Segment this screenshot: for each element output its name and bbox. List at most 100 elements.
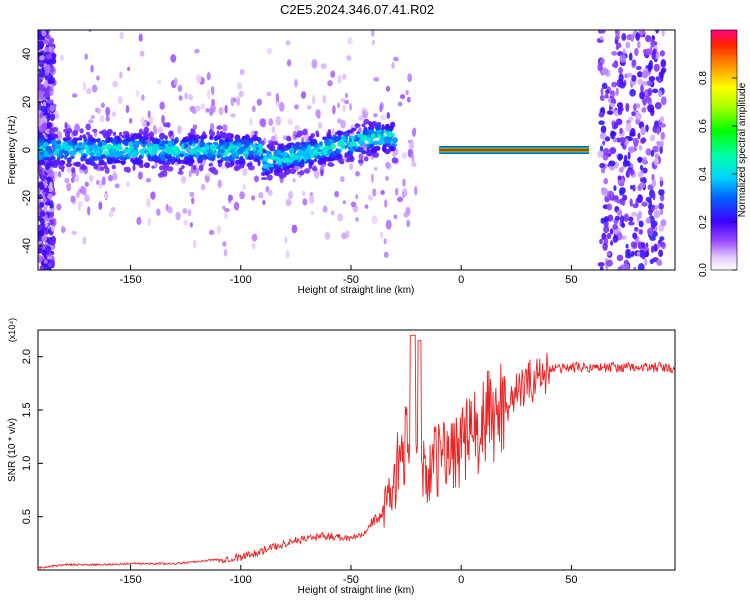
heatmap-cell xyxy=(38,215,43,222)
heatmap-cell xyxy=(158,132,166,140)
heatmap-cell xyxy=(385,175,390,182)
heatmap-cell xyxy=(330,70,336,78)
heatmap-cell xyxy=(151,146,158,154)
heatmap-cell xyxy=(639,177,645,183)
heatmap-cell xyxy=(251,233,258,242)
heatmap-cell xyxy=(144,126,149,132)
heatmap-cell xyxy=(49,202,54,209)
heatmap-cell xyxy=(645,148,652,156)
heatmap-cell xyxy=(363,118,370,125)
heatmap-cell xyxy=(632,203,639,209)
colorbar-label: Normalized spectral amplitude xyxy=(737,82,748,217)
heatmap-cell xyxy=(613,229,619,235)
heatmap-cell xyxy=(176,159,182,165)
heatmap-cell xyxy=(612,223,619,231)
heatmap-cell xyxy=(107,130,112,137)
heatmap-cell xyxy=(650,149,655,157)
heatmap-cell xyxy=(54,143,59,149)
heatmap-cell xyxy=(383,251,389,258)
heatmap-cell xyxy=(630,33,635,43)
heatmap-cell xyxy=(278,101,285,112)
heatmap-cell xyxy=(635,65,642,71)
heatmap-cell xyxy=(385,85,391,92)
heatmap-cell xyxy=(606,259,613,267)
heatmap-cell xyxy=(653,158,659,166)
heatmap-cell xyxy=(45,34,51,40)
heatmap-cell xyxy=(96,179,100,185)
heatmap-cell xyxy=(642,156,648,166)
heatmap-cell xyxy=(355,171,360,177)
heatmap-cell xyxy=(658,224,665,232)
heatmap-cell xyxy=(219,154,224,158)
heatmap-cell xyxy=(405,89,409,96)
heatmap-cell xyxy=(641,201,648,207)
heatmap-cell xyxy=(629,132,636,137)
heatmap-cell xyxy=(637,132,641,140)
heatmap-cell xyxy=(599,266,604,270)
heatmap-cell xyxy=(649,236,656,241)
heatmap-cell xyxy=(616,254,624,262)
heatmap-cell xyxy=(659,50,666,57)
heatmap-cell xyxy=(308,163,313,170)
heatmap-cell xyxy=(38,187,41,196)
heatmap-cell xyxy=(87,206,91,216)
heatmap-cell xyxy=(43,206,47,214)
heatmap-cell xyxy=(246,163,251,168)
heatmap-cell xyxy=(60,225,66,234)
heatmap-cell xyxy=(103,164,108,170)
heatmap-cell xyxy=(230,133,234,139)
heatmap-cell xyxy=(188,148,194,153)
heatmap-cell xyxy=(320,169,324,177)
heatmap-cell xyxy=(609,147,617,155)
heatmap-cell xyxy=(368,143,375,150)
snr-frame xyxy=(37,329,676,571)
heatmap-cell xyxy=(630,250,635,258)
heatmap-cell xyxy=(364,204,369,209)
heatmap-cell xyxy=(67,141,74,146)
heatmap-cell xyxy=(126,181,130,187)
heatmap-cell xyxy=(605,89,610,94)
heatmap-cell xyxy=(372,188,377,197)
heatmap-cell xyxy=(206,148,213,154)
heatmap-cell xyxy=(152,124,157,132)
heatmap-cell xyxy=(299,141,307,147)
heatmap-cell xyxy=(112,80,119,88)
heatmap-cell xyxy=(617,266,623,270)
heatmap-cell xyxy=(182,207,188,214)
heatmap-cell xyxy=(346,55,352,61)
heatmap-cell xyxy=(618,167,624,173)
spectrogram-x-tick-label: 0 xyxy=(458,274,464,286)
heatmap-cell xyxy=(324,141,332,147)
heatmap-cell xyxy=(297,171,301,175)
heatmap-cell xyxy=(659,146,663,154)
heatmap-cell xyxy=(199,140,205,148)
heatmap-cell xyxy=(275,92,280,103)
heatmap-cell xyxy=(616,78,624,88)
heatmap-cell xyxy=(354,123,361,128)
spectrogram-x-tick-label: -150 xyxy=(120,274,142,286)
heatmap-cell xyxy=(285,198,292,207)
heatmap-cell xyxy=(72,130,79,137)
heatmap-cell xyxy=(302,198,308,206)
heatmap-cell xyxy=(48,46,52,53)
heatmap-cell xyxy=(106,157,113,163)
heatmap-cell xyxy=(654,101,662,110)
heatmap-cell xyxy=(350,201,357,208)
heatmap-cell xyxy=(171,161,175,165)
snr-y-tick-label: 1.0 xyxy=(21,456,33,471)
heatmap-cell xyxy=(646,80,653,86)
heatmap-cell xyxy=(64,150,68,158)
heatmap-cell xyxy=(38,246,43,254)
heatmap-cell xyxy=(220,149,225,154)
heatmap-cell xyxy=(285,40,291,46)
spectrogram-x-ticks: -150 -100 -50 0 50 xyxy=(120,265,578,286)
heatmap-cell xyxy=(98,179,102,189)
heatmap-cell xyxy=(610,130,615,140)
heatmap-cell xyxy=(88,119,94,124)
heatmap-cell xyxy=(127,66,131,72)
heatmap-cell xyxy=(344,92,349,99)
heatmap-cell xyxy=(616,209,623,216)
heatmap-cell xyxy=(128,117,133,124)
heatmap-cell xyxy=(45,201,51,206)
heatmap-cell xyxy=(39,211,46,217)
